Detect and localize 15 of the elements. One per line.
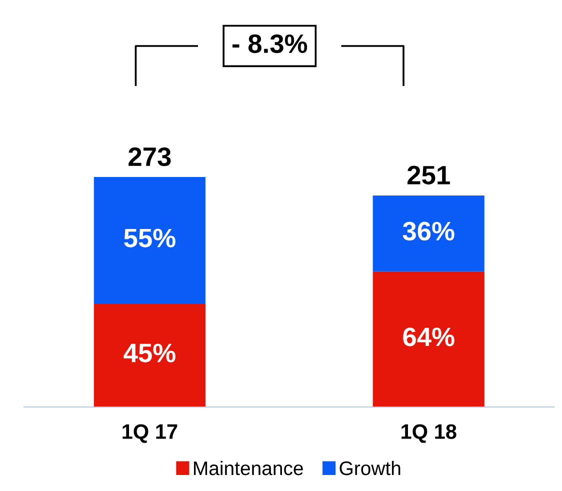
bar <box>372 271 484 407</box>
text: 273 <box>128 147 171 166</box>
annotation: 36% <box>402 222 454 241</box>
annotation: 64% <box>403 328 454 346</box>
bar <box>372 195 484 272</box>
bar <box>94 304 206 407</box>
annotation: 251 <box>408 166 450 184</box>
legend-label: Growth <box>340 460 400 476</box>
annotation: 45% <box>124 344 176 362</box>
text: - 8.3% <box>232 34 308 54</box>
bar <box>94 177 206 304</box>
legend-label: Maintenance <box>194 460 303 476</box>
annotation: 55% <box>124 228 176 248</box>
x-tick-label: 1Q 18 <box>402 424 456 443</box>
x-tick-label: 1Q 17 <box>122 424 178 443</box>
